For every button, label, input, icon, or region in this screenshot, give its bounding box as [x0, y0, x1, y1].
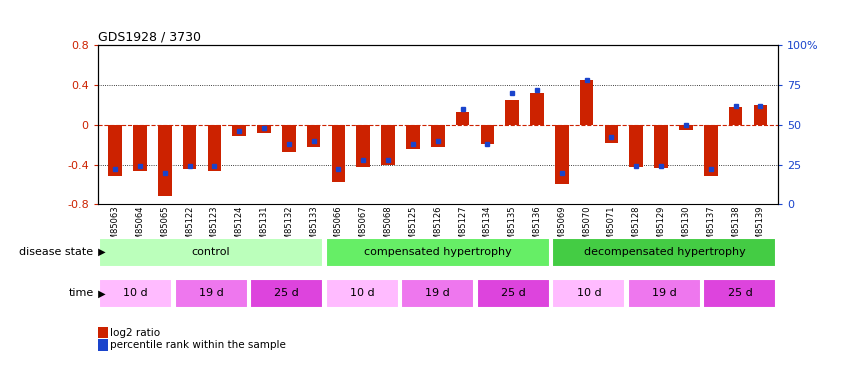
- Bar: [754, 105, 768, 125]
- Text: 25 d: 25 d: [501, 288, 525, 298]
- Bar: [108, 125, 122, 177]
- Bar: [530, 93, 544, 125]
- Bar: [250, 279, 323, 308]
- Bar: [158, 125, 172, 196]
- Text: control: control: [192, 247, 230, 257]
- Text: time: time: [68, 288, 94, 298]
- Text: 10 d: 10 d: [123, 288, 148, 298]
- Bar: [307, 125, 320, 147]
- Text: 10 d: 10 d: [350, 288, 375, 298]
- Bar: [258, 125, 271, 133]
- Text: log2 ratio: log2 ratio: [110, 328, 161, 338]
- Text: 10 d: 10 d: [576, 288, 601, 298]
- Bar: [506, 100, 519, 125]
- Bar: [326, 279, 399, 308]
- Text: GDS1928 / 3730: GDS1928 / 3730: [98, 31, 201, 44]
- Text: 19 d: 19 d: [425, 288, 450, 298]
- Bar: [232, 125, 246, 136]
- Bar: [580, 80, 593, 125]
- Bar: [356, 125, 370, 166]
- Text: ▶: ▶: [95, 288, 105, 298]
- Bar: [406, 125, 420, 148]
- Text: 19 d: 19 d: [199, 288, 224, 298]
- Text: ▶: ▶: [95, 247, 105, 257]
- Bar: [480, 125, 494, 144]
- Bar: [282, 125, 296, 152]
- Text: 25 d: 25 d: [728, 288, 752, 298]
- Text: compensated hypertrophy: compensated hypertrophy: [364, 247, 512, 257]
- Bar: [477, 279, 550, 308]
- Bar: [174, 279, 247, 308]
- Text: 19 d: 19 d: [652, 288, 677, 298]
- Bar: [431, 125, 445, 147]
- Bar: [99, 279, 172, 308]
- Bar: [628, 279, 701, 308]
- Bar: [382, 125, 395, 165]
- Text: percentile rank within the sample: percentile rank within the sample: [110, 340, 286, 350]
- Text: disease state: disease state: [20, 247, 93, 257]
- Bar: [654, 125, 668, 168]
- Bar: [326, 237, 550, 267]
- Bar: [133, 125, 147, 171]
- Bar: [728, 107, 742, 125]
- Bar: [552, 237, 777, 267]
- Bar: [99, 237, 323, 267]
- Bar: [630, 125, 643, 166]
- Bar: [552, 279, 626, 308]
- Bar: [207, 125, 221, 171]
- Bar: [555, 125, 569, 184]
- Bar: [332, 125, 345, 183]
- Bar: [704, 279, 777, 308]
- Bar: [604, 125, 618, 142]
- Bar: [456, 112, 469, 125]
- Bar: [704, 125, 717, 177]
- Bar: [183, 125, 196, 168]
- Bar: [679, 125, 693, 130]
- Text: 25 d: 25 d: [275, 288, 299, 298]
- Text: decompensated hypertrophy: decompensated hypertrophy: [584, 247, 745, 257]
- Bar: [401, 279, 474, 308]
